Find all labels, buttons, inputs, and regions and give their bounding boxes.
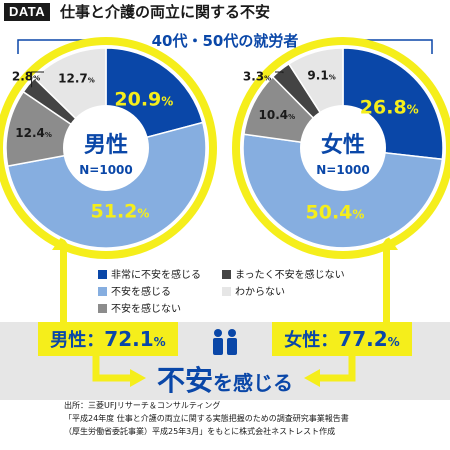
pie-center — [300, 105, 386, 191]
arrow-head-left — [130, 369, 146, 387]
title-bracket-left — [17, 39, 106, 54]
value-label-4: 12.7% — [58, 71, 95, 85]
arrow-bend-right — [318, 352, 356, 382]
legend-label: まったく不安を感じない — [235, 270, 345, 281]
value-label-1: 51.2% — [91, 200, 150, 222]
value-label-2: 12.4% — [15, 126, 52, 140]
total-box — [38, 322, 178, 356]
legend-swatch — [98, 270, 107, 279]
leader-line — [31, 71, 44, 88]
legend-item: わからない — [222, 286, 285, 299]
legend-swatch — [222, 287, 231, 296]
value-label-1: 50.4% — [306, 201, 365, 223]
chart-title: 40代・50代の就労者 — [152, 32, 299, 50]
value-label-3: 3.3% — [243, 69, 271, 83]
legend-label: わからない — [235, 287, 285, 298]
legend-label: 不安を感じない — [111, 304, 181, 315]
leader-line — [275, 71, 284, 74]
person-icon-female — [227, 329, 237, 355]
page-title: 仕事と介護の両立に関する不安 — [60, 3, 271, 21]
source-line-1: 出所：三菱UFJリサーチ＆コンサルティング — [64, 401, 221, 410]
pie-ring — [0, 37, 217, 259]
person-body — [227, 338, 237, 355]
source-line-3: （厚生労働省委託事業）平成25年3月」をもとに株式会社ネストレスト作成 — [64, 427, 336, 436]
total-label: 女性：77.2% — [284, 327, 399, 351]
total-label: 男性：72.1% — [50, 327, 165, 351]
title-bracket-right — [344, 39, 433, 54]
person-body — [213, 338, 223, 355]
person-head — [228, 329, 236, 337]
pie-sample: N=1000 — [316, 163, 370, 177]
legend-item: 不安を感じる — [98, 286, 171, 299]
legend-item: 非常に不安を感じる — [98, 269, 201, 282]
pie-center — [63, 105, 149, 191]
value-label-0: 26.8% — [360, 97, 419, 119]
legend-swatch — [222, 270, 231, 279]
arrow-bend-left — [92, 352, 132, 382]
pie-0: 男性 N=1000 20.9% 51.2% 12.4% 2.8% 12.7% 男性：72.1% — [0, 37, 217, 356]
arrow-shaft-right — [383, 248, 390, 334]
person-icon-male — [213, 329, 223, 355]
pie-ring — [232, 37, 450, 259]
arrow-shaft-left — [60, 248, 67, 334]
pie-label: 女性 — [321, 132, 365, 158]
legend-label: 不安を感じる — [111, 287, 171, 298]
data-tag: DATA — [4, 3, 51, 21]
total-box — [272, 322, 412, 356]
arrow-head-right — [304, 369, 320, 387]
legend-swatch — [98, 304, 107, 313]
legend-item: 不安を感じない — [98, 303, 181, 316]
pie-sample: N=1000 — [79, 163, 133, 177]
legend-swatch — [98, 287, 107, 296]
person-head — [214, 329, 222, 337]
value-label-3: 2.8% — [12, 69, 40, 83]
source-note: 出所：三菱UFJリサーチ＆コンサルティング 「平成24年度 仕事と介護の両立に関… — [64, 399, 448, 438]
pie-label: 男性 — [84, 133, 128, 158]
conclusion-label: 不安を感じる — [157, 364, 293, 397]
legend-item: まったく不安を感じない — [222, 269, 345, 282]
value-label-0: 20.9% — [114, 89, 173, 111]
legend-label: 非常に不安を感じる — [111, 270, 201, 281]
value-label-2: 10.4% — [259, 108, 296, 122]
pie-1: 女性 N=1000 26.8% 50.4% 10.4% 3.3% 9.1% 女性：77.2% — [232, 37, 450, 356]
header: DATA 仕事と介護の両立に関する不安 — [0, 0, 450, 24]
value-label-4: 9.1% — [307, 68, 335, 82]
source-line-2: 「平成24年度 仕事と介護の両立に関する実態把握のための調査研究事業報告書 — [64, 414, 349, 423]
